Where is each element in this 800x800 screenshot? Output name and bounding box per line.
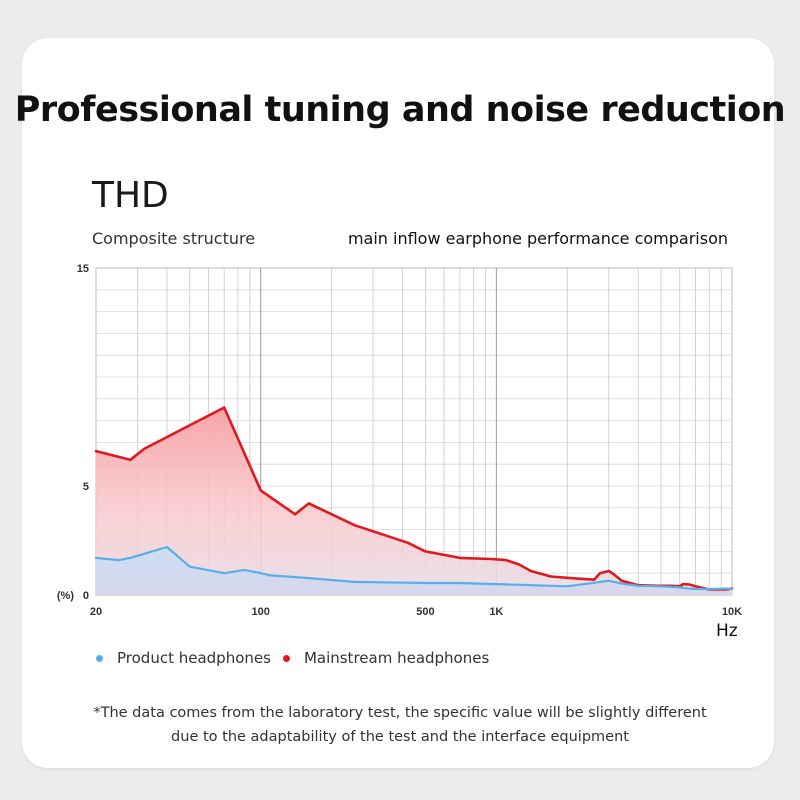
y-tick-label: 5 (83, 481, 89, 493)
y-axis-label: (%) (57, 590, 74, 602)
content-card (22, 38, 774, 768)
chart-title: THD (92, 175, 169, 216)
series-line-0 (94, 545, 734, 591)
series-line-1 (94, 406, 734, 591)
legend-item-product: Product headphones (96, 649, 271, 667)
x-tick-label: 20 (90, 606, 102, 618)
y-tick-label: 15 (77, 263, 89, 275)
series-area-0 (96, 547, 732, 595)
x-tick-label: 10K (722, 606, 742, 618)
legend-label-mainstream: Mainstream headphones (303, 649, 490, 667)
footnote-line-2: due to the adaptability of the test and … (171, 729, 629, 745)
chart-subtitle-left: Composite structure (92, 229, 256, 248)
legend-marker-product (96, 654, 103, 662)
page-headline: Professional tuning and noise reduction (14, 90, 786, 130)
x-axis-label: Hz (716, 621, 738, 641)
footnote-line-1: *The data comes from the laboratory test… (93, 705, 707, 721)
x-tick-label: 1K (489, 606, 503, 618)
y-tick-label: 0 (83, 590, 89, 602)
legend-label-product: Product headphones (117, 649, 271, 667)
x-tick-label: 100 (252, 606, 270, 618)
legend-item-mainstream: Mainstream headphones (282, 649, 490, 667)
chart-legend: Product headphones Mainstream headphones (96, 649, 501, 667)
chart-subtitle-right: main inflow earphone performance compari… (347, 229, 728, 248)
x-tick-label: 500 (416, 606, 434, 618)
series-area-1 (96, 407, 732, 595)
legend-marker-mainstream (282, 654, 290, 662)
footnote: *The data comes from the laboratory test… (40, 701, 760, 749)
